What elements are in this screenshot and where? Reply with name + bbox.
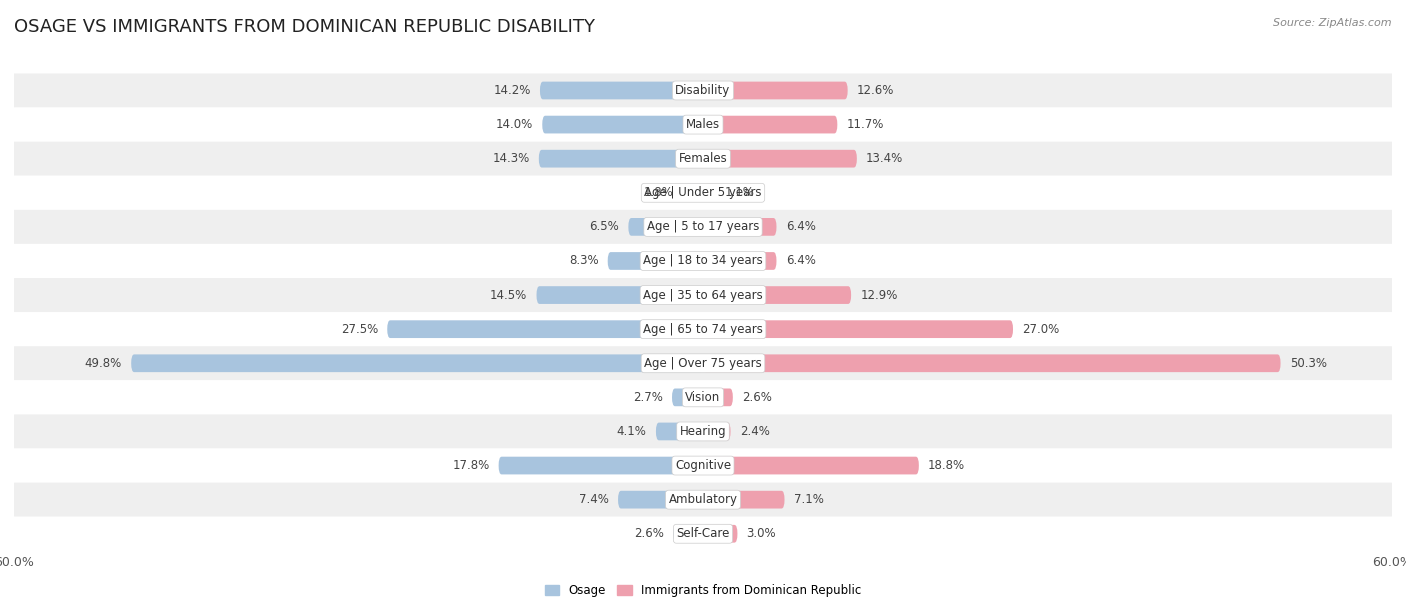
Text: 13.4%: 13.4% bbox=[866, 152, 903, 165]
FancyBboxPatch shape bbox=[14, 141, 1392, 176]
FancyBboxPatch shape bbox=[619, 491, 703, 509]
Text: 18.8%: 18.8% bbox=[928, 459, 965, 472]
Text: Age | 35 to 64 years: Age | 35 to 64 years bbox=[643, 289, 763, 302]
Text: Hearing: Hearing bbox=[679, 425, 727, 438]
Text: 7.1%: 7.1% bbox=[794, 493, 824, 506]
FancyBboxPatch shape bbox=[703, 354, 1281, 372]
Text: Females: Females bbox=[679, 152, 727, 165]
Text: 50.3%: 50.3% bbox=[1289, 357, 1327, 370]
Text: Age | 5 to 17 years: Age | 5 to 17 years bbox=[647, 220, 759, 233]
Text: Ambulatory: Ambulatory bbox=[668, 493, 738, 506]
FancyBboxPatch shape bbox=[14, 483, 1392, 517]
Text: 1.8%: 1.8% bbox=[644, 186, 673, 200]
FancyBboxPatch shape bbox=[703, 81, 848, 99]
FancyBboxPatch shape bbox=[543, 116, 703, 133]
FancyBboxPatch shape bbox=[703, 389, 733, 406]
Text: Age | Over 75 years: Age | Over 75 years bbox=[644, 357, 762, 370]
Legend: Osage, Immigrants from Dominican Republic: Osage, Immigrants from Dominican Republi… bbox=[540, 580, 866, 602]
Text: 1.1%: 1.1% bbox=[725, 186, 755, 200]
FancyBboxPatch shape bbox=[537, 286, 703, 304]
FancyBboxPatch shape bbox=[14, 108, 1392, 141]
FancyBboxPatch shape bbox=[703, 218, 776, 236]
FancyBboxPatch shape bbox=[14, 414, 1392, 449]
FancyBboxPatch shape bbox=[540, 81, 703, 99]
FancyBboxPatch shape bbox=[14, 449, 1392, 483]
FancyBboxPatch shape bbox=[703, 286, 851, 304]
FancyBboxPatch shape bbox=[538, 150, 703, 168]
FancyBboxPatch shape bbox=[703, 320, 1012, 338]
Text: Source: ZipAtlas.com: Source: ZipAtlas.com bbox=[1274, 18, 1392, 28]
FancyBboxPatch shape bbox=[628, 218, 703, 236]
Text: 27.0%: 27.0% bbox=[1022, 323, 1060, 335]
FancyBboxPatch shape bbox=[703, 184, 716, 201]
FancyBboxPatch shape bbox=[703, 457, 920, 474]
Text: 2.6%: 2.6% bbox=[634, 528, 664, 540]
Text: 2.6%: 2.6% bbox=[742, 391, 772, 404]
Text: 14.2%: 14.2% bbox=[494, 84, 531, 97]
FancyBboxPatch shape bbox=[14, 278, 1392, 312]
Text: 6.4%: 6.4% bbox=[786, 220, 815, 233]
Text: Males: Males bbox=[686, 118, 720, 131]
Text: 17.8%: 17.8% bbox=[453, 459, 489, 472]
FancyBboxPatch shape bbox=[657, 423, 703, 440]
FancyBboxPatch shape bbox=[14, 312, 1392, 346]
Text: 14.3%: 14.3% bbox=[492, 152, 530, 165]
Text: 8.3%: 8.3% bbox=[569, 255, 599, 267]
Text: 7.4%: 7.4% bbox=[579, 493, 609, 506]
Text: Disability: Disability bbox=[675, 84, 731, 97]
FancyBboxPatch shape bbox=[703, 525, 738, 543]
Text: 12.6%: 12.6% bbox=[856, 84, 894, 97]
Text: 12.9%: 12.9% bbox=[860, 289, 897, 302]
Text: 14.0%: 14.0% bbox=[496, 118, 533, 131]
Text: 6.4%: 6.4% bbox=[786, 255, 815, 267]
FancyBboxPatch shape bbox=[703, 150, 856, 168]
FancyBboxPatch shape bbox=[499, 457, 703, 474]
FancyBboxPatch shape bbox=[703, 252, 776, 270]
FancyBboxPatch shape bbox=[682, 184, 703, 201]
FancyBboxPatch shape bbox=[14, 346, 1392, 380]
FancyBboxPatch shape bbox=[607, 252, 703, 270]
Text: 4.1%: 4.1% bbox=[617, 425, 647, 438]
Text: 49.8%: 49.8% bbox=[84, 357, 122, 370]
Text: 2.4%: 2.4% bbox=[740, 425, 769, 438]
Text: Age | Under 5 years: Age | Under 5 years bbox=[644, 186, 762, 200]
FancyBboxPatch shape bbox=[14, 73, 1392, 108]
FancyBboxPatch shape bbox=[14, 380, 1392, 414]
FancyBboxPatch shape bbox=[14, 176, 1392, 210]
FancyBboxPatch shape bbox=[131, 354, 703, 372]
Text: Age | 18 to 34 years: Age | 18 to 34 years bbox=[643, 255, 763, 267]
FancyBboxPatch shape bbox=[14, 210, 1392, 244]
FancyBboxPatch shape bbox=[703, 491, 785, 509]
Text: OSAGE VS IMMIGRANTS FROM DOMINICAN REPUBLIC DISABILITY: OSAGE VS IMMIGRANTS FROM DOMINICAN REPUB… bbox=[14, 18, 595, 36]
FancyBboxPatch shape bbox=[387, 320, 703, 338]
FancyBboxPatch shape bbox=[14, 517, 1392, 551]
Text: Age | 65 to 74 years: Age | 65 to 74 years bbox=[643, 323, 763, 335]
Text: Cognitive: Cognitive bbox=[675, 459, 731, 472]
FancyBboxPatch shape bbox=[672, 389, 703, 406]
Text: 3.0%: 3.0% bbox=[747, 528, 776, 540]
Text: 27.5%: 27.5% bbox=[340, 323, 378, 335]
Text: Self-Care: Self-Care bbox=[676, 528, 730, 540]
Text: 11.7%: 11.7% bbox=[846, 118, 884, 131]
Text: 2.7%: 2.7% bbox=[633, 391, 662, 404]
Text: Vision: Vision bbox=[685, 391, 721, 404]
Text: 6.5%: 6.5% bbox=[589, 220, 619, 233]
Text: 14.5%: 14.5% bbox=[491, 289, 527, 302]
FancyBboxPatch shape bbox=[703, 423, 731, 440]
FancyBboxPatch shape bbox=[14, 244, 1392, 278]
FancyBboxPatch shape bbox=[673, 525, 703, 543]
FancyBboxPatch shape bbox=[703, 116, 838, 133]
